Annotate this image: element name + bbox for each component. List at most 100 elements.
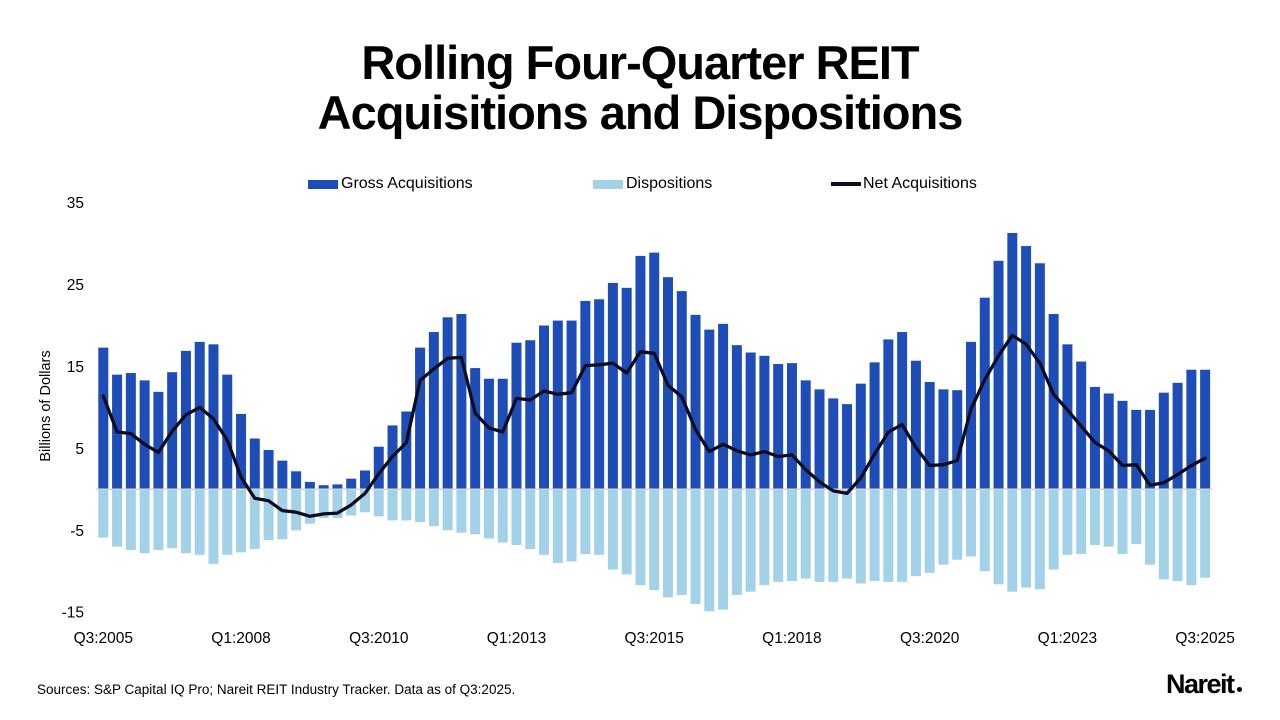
gross-acquisitions-bar xyxy=(580,300,591,490)
disposition-bar xyxy=(1089,489,1100,545)
legend-label-gross-acquisitions: Gross Acquisitions xyxy=(341,175,473,192)
disposition-bar xyxy=(1007,489,1018,592)
gross-acquisitions-bar xyxy=(470,368,481,490)
disposition-bar xyxy=(704,489,715,612)
gross-acquisitions-bar xyxy=(773,363,784,490)
gross-acquisitions-bar xyxy=(869,362,880,490)
disposition-bar xyxy=(387,489,398,521)
chart-title: Rolling Four-Quarter REIT Acquisitions a… xyxy=(0,38,1280,138)
gross-acquisitions-bar xyxy=(1048,314,1059,490)
nareit-logo-text: Nareit xyxy=(1166,669,1235,699)
gross-acquisitions-bar xyxy=(1145,409,1156,490)
disposition-bar xyxy=(938,489,949,565)
disposition-bar xyxy=(222,489,233,555)
gross-acquisitions-bar xyxy=(249,438,260,490)
gross-acquisitions-bar xyxy=(525,340,536,490)
disposition-bar xyxy=(263,489,274,541)
gross-acquisitions-bar xyxy=(1117,400,1128,490)
disposition-bar xyxy=(1186,489,1197,586)
gross-acquisitions-bar xyxy=(332,484,343,490)
disposition-bar xyxy=(566,489,577,562)
disposition-bar xyxy=(635,489,646,586)
gross-acquisitions-bar xyxy=(401,411,412,490)
gross-acquisitions-bar xyxy=(497,378,508,490)
chart-title-line1: Rolling Four-Quarter REIT xyxy=(361,36,919,89)
gross-acquisitions-bar xyxy=(291,471,302,490)
disposition-bars-group xyxy=(98,489,1211,612)
disposition-bar xyxy=(470,489,481,535)
disposition-bar xyxy=(869,489,880,582)
disposition-bar xyxy=(1145,489,1156,565)
gross-bars-group xyxy=(98,232,1211,490)
gross-acquisitions-bar xyxy=(1034,263,1045,490)
gross-acquisitions-bar xyxy=(346,478,357,490)
disposition-bar xyxy=(346,489,357,516)
gross-acquisitions-bar xyxy=(814,389,825,490)
gross-acquisitions-bar xyxy=(759,355,770,490)
disposition-bar xyxy=(497,489,508,543)
disposition-bar xyxy=(167,489,178,549)
gross-acquisitions-bar xyxy=(415,347,426,490)
gross-acquisitions-bar xyxy=(222,374,233,490)
disposition-bar xyxy=(607,489,618,570)
gross-acquisitions-bar xyxy=(304,481,315,490)
disposition-bar xyxy=(759,489,770,586)
y-tick-label: -5 xyxy=(70,523,84,540)
legend: Gross Acquisitions Dispositions Net Acqu… xyxy=(0,175,1280,195)
chart-title-line2: Acquisitions and Dispositions xyxy=(317,86,964,139)
source-note: Sources: S&P Capital IQ Pro; Nareit REIT… xyxy=(37,682,516,697)
disposition-bar xyxy=(318,489,329,518)
gross-acquisitions-bar xyxy=(1103,393,1114,490)
gross-acquisitions-bar xyxy=(98,347,109,490)
gross-acquisitions-bar xyxy=(966,341,976,490)
gross-acquisitions-bar xyxy=(318,485,329,490)
gross-acquisitions-bar xyxy=(1062,344,1073,490)
disposition-bar xyxy=(910,489,921,577)
y-axis-tick-labels: 35 25 15 5 -5 -15 xyxy=(62,195,84,621)
gross-acquisitions-bar xyxy=(993,260,1004,490)
disposition-bar xyxy=(1158,489,1169,580)
disposition-bar xyxy=(1200,489,1211,578)
disposition-bar xyxy=(979,489,990,572)
disposition-bar xyxy=(814,489,825,582)
disposition-bar xyxy=(1103,489,1114,547)
gross-acquisitions-bar xyxy=(1131,409,1142,490)
disposition-bar xyxy=(525,489,536,550)
gross-acquisitions-bar xyxy=(1007,232,1018,490)
gross-acquisitions-bar xyxy=(1089,386,1100,490)
disposition-bar xyxy=(332,489,343,518)
disposition-bar xyxy=(580,489,591,554)
disposition-bar xyxy=(855,489,866,584)
gross-acquisitions-bar xyxy=(938,389,949,490)
gross-acquisitions-bar xyxy=(594,299,605,490)
legend-label-dispositions: Dispositions xyxy=(626,175,713,192)
gross-acquisitions-bar xyxy=(621,287,632,490)
disposition-bar xyxy=(773,489,784,582)
disposition-bar xyxy=(1131,489,1142,545)
disposition-bar xyxy=(966,489,976,557)
gross-acquisitions-bar xyxy=(676,291,687,490)
gross-acquisitions-bar xyxy=(566,320,577,490)
disposition-bar xyxy=(745,489,756,592)
gross-acquisitions-bar xyxy=(552,320,563,490)
x-tick-label: Q3:2020 xyxy=(900,630,960,647)
legend-label-net-acquisitions: Net Acquisitions xyxy=(863,175,977,192)
x-tick-label: Q3:2005 xyxy=(74,630,133,647)
gross-acquisitions-bar xyxy=(263,449,274,490)
gross-acquisitions-bar xyxy=(511,342,522,490)
disposition-bar xyxy=(98,489,109,538)
disposition-bar xyxy=(511,489,522,545)
disposition-bar xyxy=(1076,489,1087,554)
disposition-bar xyxy=(139,489,150,554)
disposition-bar xyxy=(236,489,247,553)
gross-acquisitions-bar xyxy=(649,252,660,490)
disposition-bar xyxy=(1021,489,1032,588)
disposition-bar xyxy=(153,489,164,550)
y-tick-label: 15 xyxy=(67,359,84,376)
disposition-bar xyxy=(800,489,811,579)
gross-acquisitions-bar xyxy=(483,378,494,490)
disposition-bar xyxy=(1062,489,1073,555)
disposition-bar xyxy=(676,489,687,595)
gross-acquisitions-bar xyxy=(952,390,963,490)
